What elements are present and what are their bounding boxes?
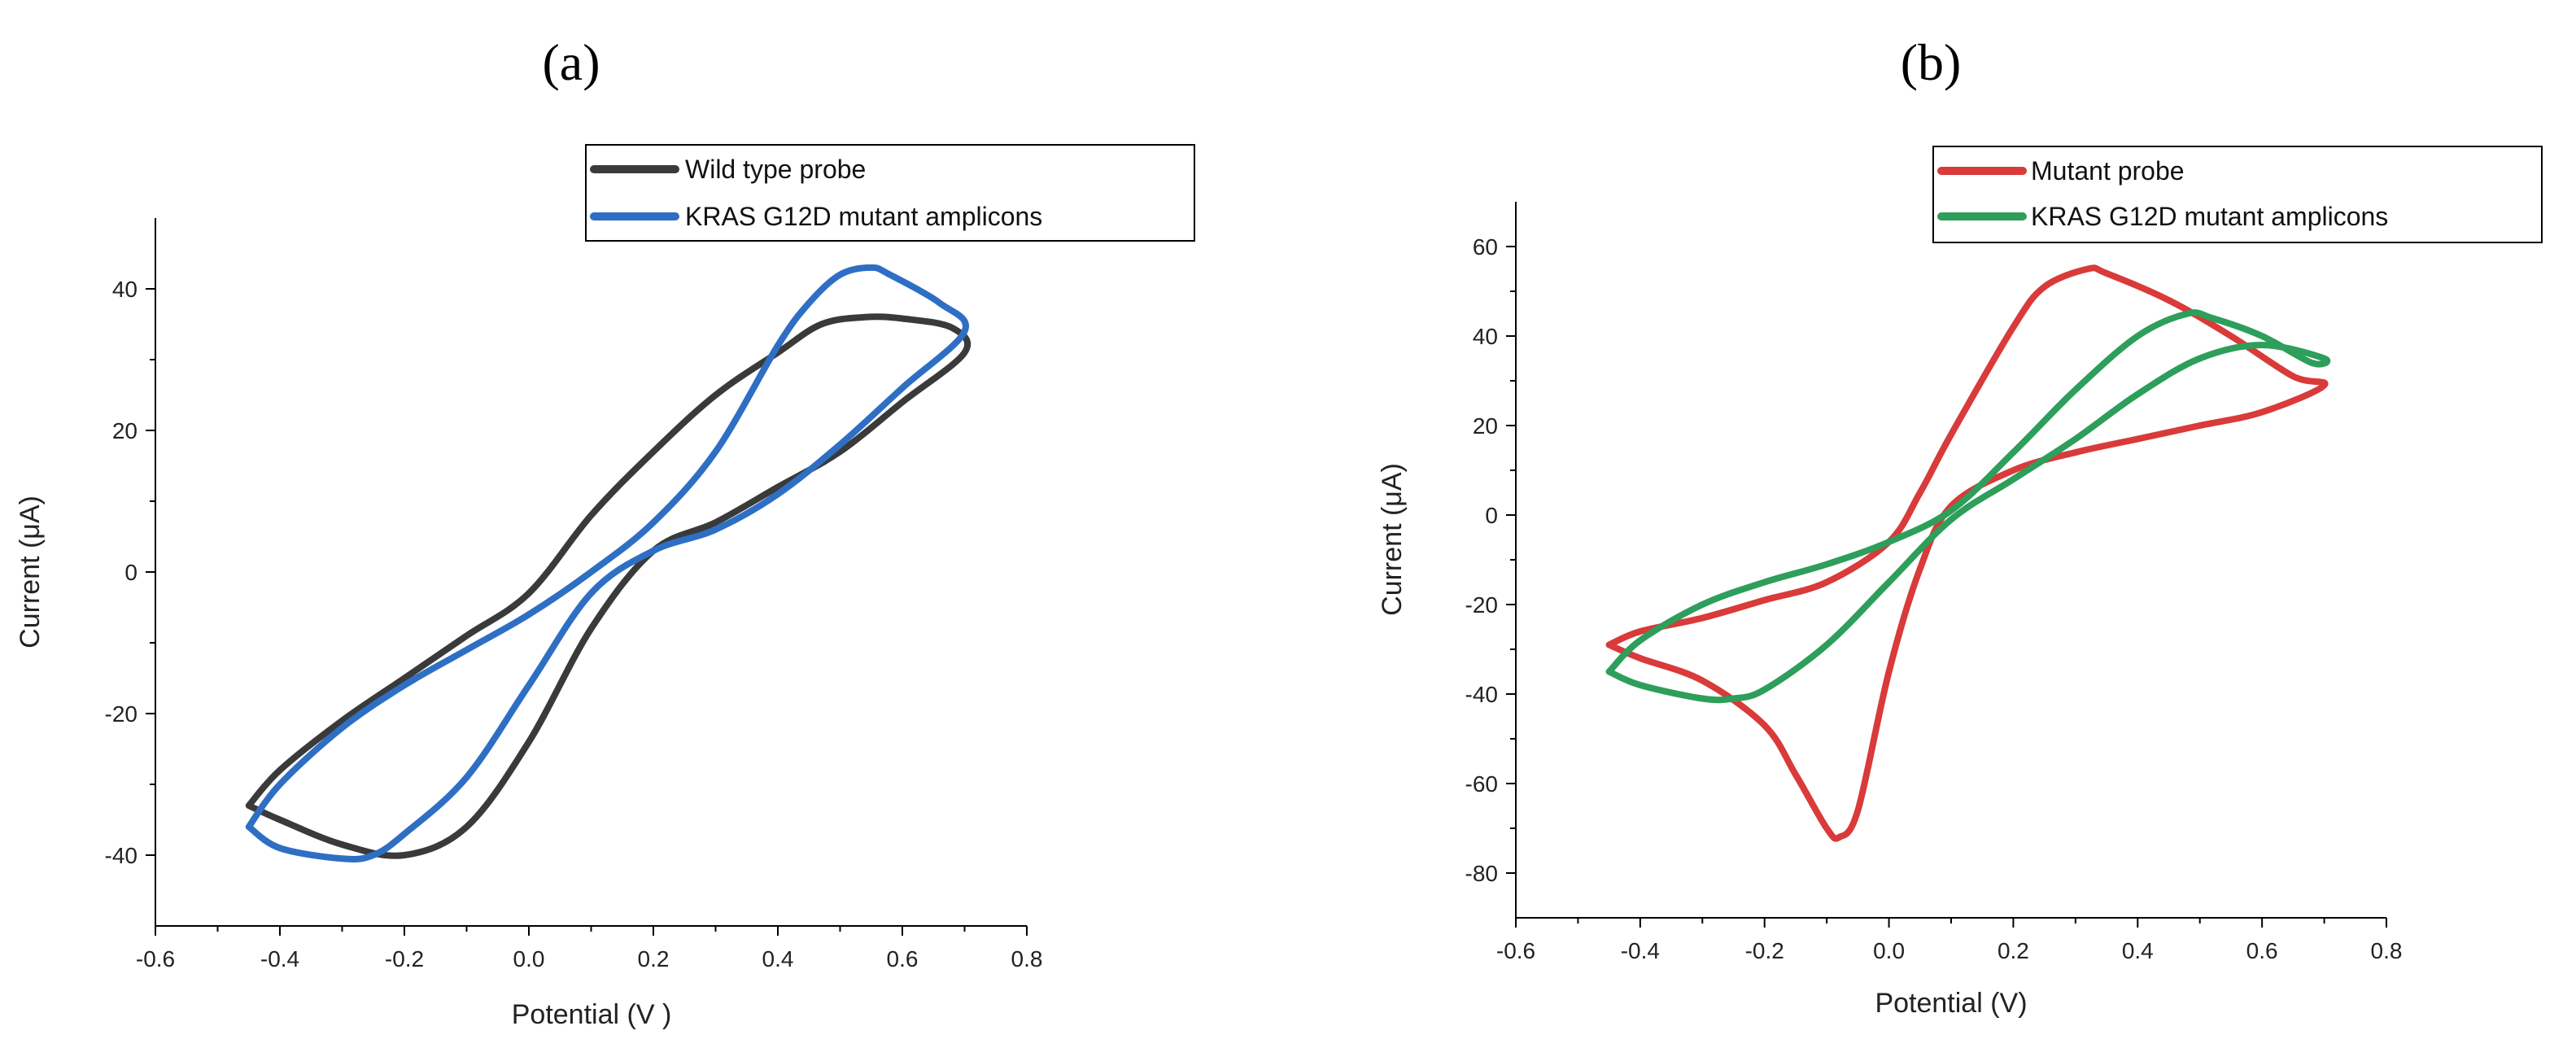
panel-b-chart: (b) -0.6 -0.4 -0.2 0.0 0.2 0.4 0.6 0.8 -80 -60 -40… [1377,33,2543,1019]
panel-a-series-2-line [245,264,969,862]
panel-a-x-tick-label: 0.6 [887,946,919,971]
panel-b-y-tick-label: -60 [1465,771,1498,797]
panel-a-x-tick-label: 0.0 [513,946,545,971]
panel-a-series-1-line [245,313,971,859]
panel-a-x-tick-label: 0.2 [638,946,670,971]
panel-b-y-tick-label: -80 [1465,861,1498,886]
panel-b-x-tick-label: 0.8 [2371,938,2403,963]
panel-a-series [245,264,971,862]
panel-b-series-1-line [1605,264,2329,842]
panel-b-y-tick-label: 20 [1473,413,1498,439]
panel-b-x-tick-label: 0.4 [2122,938,2154,963]
panel-b-y-tick-label: 60 [1473,234,1498,260]
panel-b-y-tick-label: 40 [1473,324,1498,349]
panel-a-ticks: -0.6 -0.4 -0.2 0.0 0.2 0.4 0.6 0.8 -40 -20 0 20 40 [105,277,1043,971]
panel-b-y-tick-label: 0 [1485,503,1498,528]
panel-a-label: (a) [542,33,600,91]
panel-b-x-tick-label: 0.0 [1873,938,1905,963]
panel-a-x-tick-label: -0.4 [260,946,299,971]
panel-b-legend: Mutant probe KRAS G12D mutant amplicons [1932,146,2543,243]
panel-a-y-tick-label: 0 [124,560,138,585]
panel-b-y-tick-label: -40 [1465,682,1498,707]
panel-a-legend-box [585,144,1195,242]
panel-b-y-tick-label: -20 [1465,592,1498,618]
panel-b-series [1605,264,2331,842]
panel-a-y-axis-title: Current (μA) [15,496,46,648]
panel-a-x-tick-label: -0.2 [385,946,424,971]
panel-a-x-axis-title: Potential (V ) [512,999,672,1030]
panel-a-x-tick-label: 0.4 [762,946,794,971]
panel-b-ticks: -0.6 -0.4 -0.2 0.0 0.2 0.4 0.6 0.8 -80 -60 -40 -20 0… [1465,234,2403,963]
panel-a-legend: Wild type probe KRAS G12D mutant amplico… [585,144,1195,242]
panel-a-y-tick-label: 40 [112,277,138,302]
panel-b-legend-label-2: KRAS G12D mutant amplicons [2031,202,2388,231]
panel-a-y-tick-label: -20 [105,701,138,727]
panel-a-legend-label-2: KRAS G12D mutant amplicons [685,202,1042,231]
panel-a-y-tick-label: -40 [105,843,138,868]
panel-b-x-tick-label: 0.6 [2246,938,2278,963]
panel-a-legend-label-1: Wild type probe [685,155,866,184]
panel-b-x-tick-label: -0.4 [1621,938,1660,963]
panel-b-y-axis-title: Current (μA) [1377,463,1408,616]
panel-b-x-tick-label: -0.2 [1745,938,1784,963]
panel-b-legend-label-1: Mutant probe [2031,156,2185,186]
panel-a-y-tick-label: 20 [112,418,138,443]
panel-a-chart: (a) -0.6 -0.4 -0.2 0.0 0.2 0.4 0.6 0.8 -40 -20 0 20… [15,33,1195,1030]
panel-a-x-tick-label: -0.6 [136,946,175,971]
panel-b-series-2-line [1605,309,2331,704]
panel-b-label: (b) [1901,33,1962,91]
panel-b-x-tick-label: -0.6 [1496,938,1535,963]
panel-b-x-tick-label: 0.2 [1997,938,2029,963]
panel-b-legend-box [1932,146,2543,243]
panel-b-x-axis-title: Potential (V) [1875,988,2027,1019]
panel-a-x-tick-label: 0.8 [1011,946,1043,971]
